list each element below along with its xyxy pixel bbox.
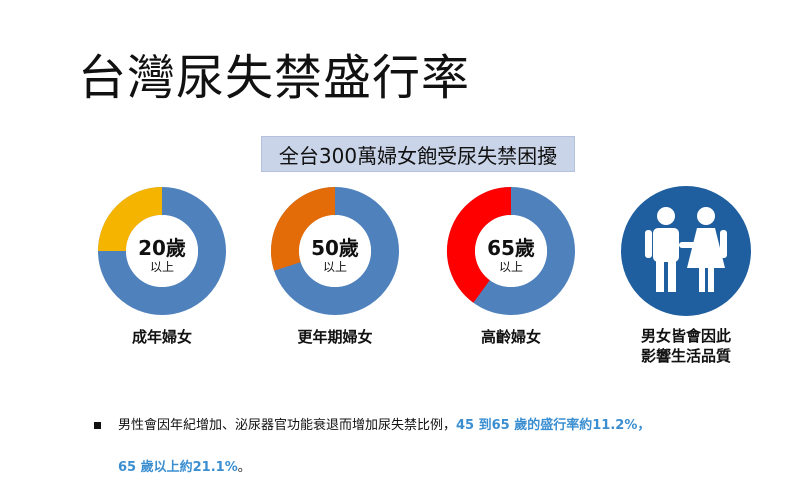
note-text: 男性會因年紀增加、泌尿器官功能衰退而增加尿失禁比例， xyxy=(118,418,457,433)
donut-hole-20 xyxy=(126,215,198,287)
note-line-2: 65 歲以上約21.1%。 xyxy=(118,456,251,475)
donut-svg-20 xyxy=(98,187,226,315)
couple-circle xyxy=(621,186,751,316)
note-line1-tail: ， xyxy=(637,418,651,433)
sub-label-20: 以上 xyxy=(149,260,174,274)
sub-label-50: 以上 xyxy=(322,260,347,274)
donut-svg-65 xyxy=(447,187,575,315)
couple-icon xyxy=(621,186,751,316)
donut-chart-65: 65歲 以上 xyxy=(446,186,576,316)
donut-chart-20: 20歲 以上 xyxy=(97,186,227,316)
sub-label-65: 以上 xyxy=(498,260,523,274)
age-label-50: 50歲 xyxy=(311,236,359,260)
donut-highlight-50 xyxy=(271,187,336,271)
age-label-65: 65歲 xyxy=(487,236,535,260)
couple-caption: 男女皆會因此 影響生活品質 xyxy=(606,326,766,366)
couple-caption-line1: 男女皆會因此 xyxy=(640,327,731,345)
donut-hole-50 xyxy=(299,215,371,287)
donut-chart-50: 50歲 以上 xyxy=(270,186,400,316)
donut-highlight-20 xyxy=(98,187,163,252)
donut-highlight-65 xyxy=(447,187,512,303)
note-highlight-45-65: 45 到65 歲的盛行率約11.2% xyxy=(456,418,638,433)
note-line-1: 男性會因年紀增加、泌尿器官功能衰退而增加尿失禁比例，45 到65 歲的盛行率約1… xyxy=(118,414,650,433)
note-line2-tail: 。 xyxy=(237,460,251,475)
bullet-marker xyxy=(94,422,101,429)
note-highlight-65-plus: 65 歲以上約21.1% xyxy=(118,460,238,475)
couple-caption-line2: 影響生活品質 xyxy=(640,347,731,365)
caption-adult-women: 成年婦女 xyxy=(131,328,192,346)
caption-elderly-women: 高齡婦女 xyxy=(480,328,541,346)
caption-menopause-women: 更年期婦女 xyxy=(297,328,373,346)
donut-hole-65 xyxy=(475,215,547,287)
page-title: 台灣尿失禁盛行率 xyxy=(78,50,471,106)
age-label-20: 20歲 xyxy=(138,236,186,260)
donut-svg-50 xyxy=(271,187,399,315)
banner: 全台300萬婦女飽受尿失禁困擾 xyxy=(261,136,575,172)
